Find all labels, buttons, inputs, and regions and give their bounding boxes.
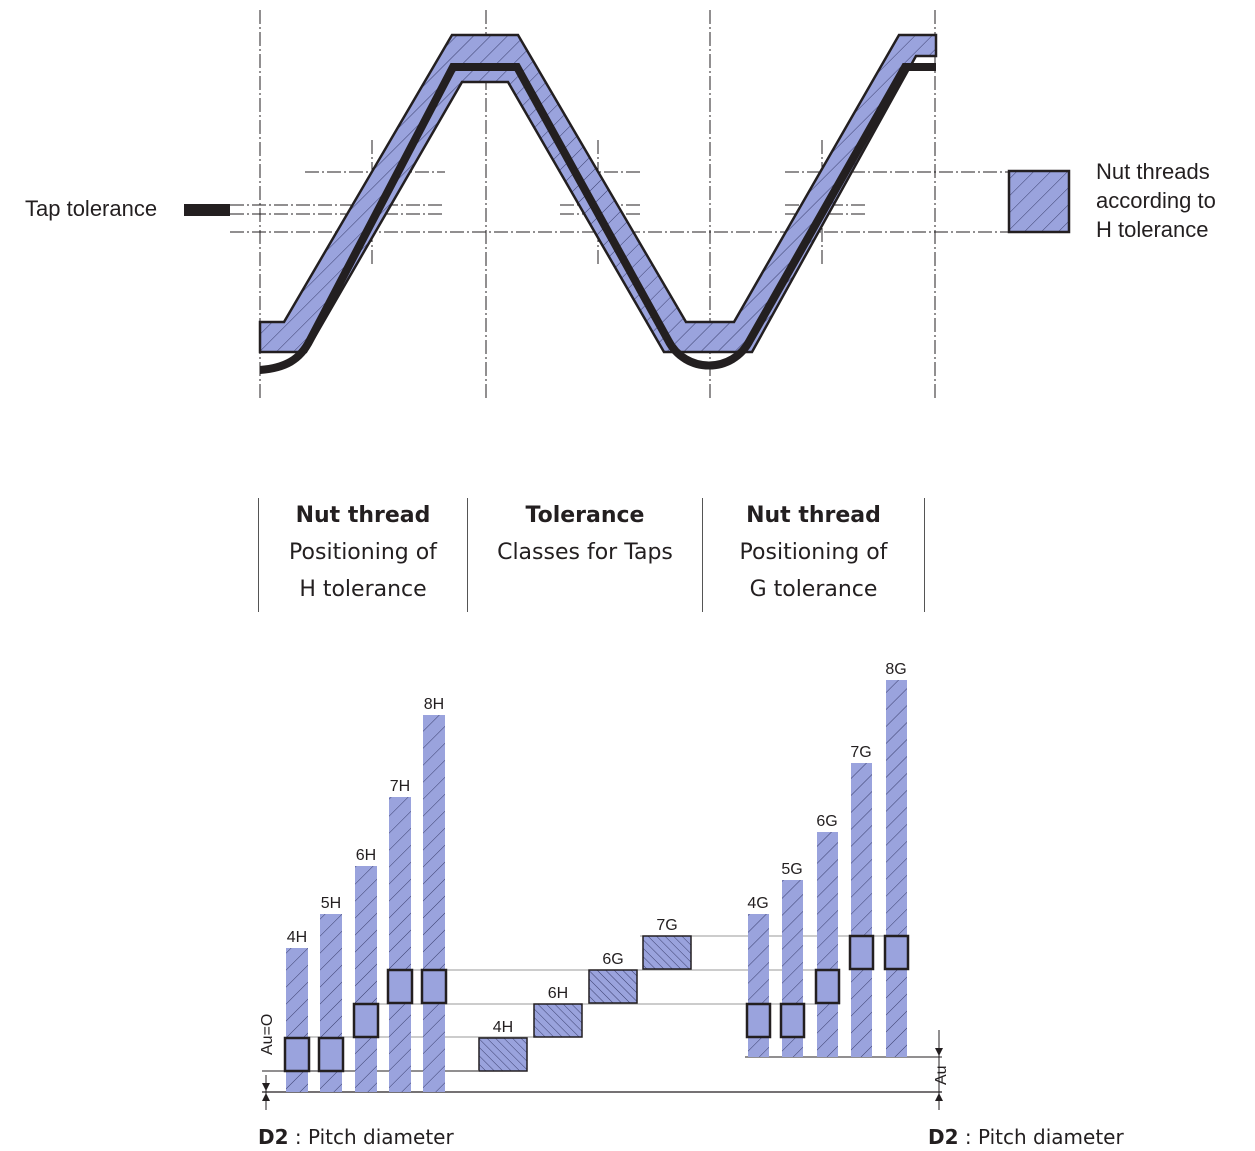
nut-g-class-label: 8G bbox=[885, 661, 906, 678]
tap-class-box bbox=[533, 1003, 583, 1038]
thread-profile bbox=[184, 10, 1071, 400]
footer-right-text: : Pitch diameter bbox=[958, 1125, 1124, 1149]
tap-profile-line bbox=[259, 63, 936, 374]
tap-position-marker bbox=[352, 1002, 380, 1039]
tap-position-marker bbox=[745, 1002, 772, 1039]
nut-g-bar bbox=[817, 832, 838, 1057]
footer-right: D2 : Pitch diameter bbox=[928, 1125, 1124, 1149]
tap-position-marker bbox=[814, 968, 841, 1005]
column-header-tap: Tolerance Classes for Taps bbox=[468, 497, 702, 571]
footer-left-text: : Pitch diameter bbox=[288, 1125, 454, 1149]
nut-h-class-label: 4H bbox=[287, 929, 307, 946]
column-subtitle: Positioning of bbox=[289, 540, 437, 565]
column-title: Nut thread bbox=[746, 503, 881, 528]
nut-g-class-label: 7G bbox=[850, 744, 871, 761]
footer-left: D2 : Pitch diameter bbox=[258, 1125, 454, 1149]
column-subtitle: G tolerance bbox=[749, 577, 878, 602]
column-header-nut-g: Nut thread Positioning of G tolerance bbox=[703, 497, 924, 608]
tap-position-marker bbox=[317, 1036, 345, 1073]
column-subtitle: Classes for Taps bbox=[497, 540, 673, 565]
nut-h-bar bbox=[423, 715, 445, 1092]
tap-position-marker bbox=[779, 1002, 806, 1039]
footer-right-bold: D2 bbox=[928, 1125, 959, 1149]
tap-class-box bbox=[588, 969, 638, 1004]
nut-h-class-label: 8H bbox=[424, 696, 444, 713]
au-label: Au bbox=[933, 1065, 950, 1085]
legend-line: Nut threads bbox=[1096, 159, 1210, 184]
au-marker: Au bbox=[933, 1030, 950, 1110]
column-separator bbox=[258, 498, 259, 612]
tap-position-marker bbox=[420, 968, 448, 1005]
au-zero-label: Au=O bbox=[259, 1014, 276, 1055]
column-title: Nut thread bbox=[295, 503, 431, 528]
column-subtitle: Positioning of bbox=[739, 540, 888, 565]
legend-line: according to bbox=[1096, 188, 1216, 213]
tap-class-box bbox=[478, 1037, 528, 1072]
nut-h-class-label: 5H bbox=[321, 895, 341, 912]
nut-h-bar bbox=[355, 866, 377, 1092]
nut-h-bar bbox=[389, 797, 411, 1092]
column-header-nut-h: Nut thread Positioning of H tolerance bbox=[259, 497, 467, 608]
nut-g-bars: 4G 5G 6G 7G 8G bbox=[745, 661, 910, 1057]
au-zero-marker: Au=O bbox=[259, 1014, 276, 1110]
footer-left-bold: D2 bbox=[258, 1125, 289, 1149]
column-separator bbox=[467, 498, 468, 612]
nut-g-class-label: 6G bbox=[816, 813, 837, 830]
tap-tolerance-marker bbox=[184, 204, 230, 216]
tap-class-label: 6H bbox=[548, 985, 568, 1002]
tolerance-class-chart: Au=O Au 4H 5H 6H 7H 8H 4H 6H 6G 7G 4G 5G 6G 7G 8G bbox=[259, 661, 950, 1110]
tap-class-box bbox=[642, 935, 692, 970]
nut-g-class-label: 5G bbox=[781, 861, 802, 878]
column-separator bbox=[924, 498, 925, 612]
legend-text: Nut threads according to H tolerance bbox=[1096, 157, 1216, 244]
nut-h-bars: 4H 5H 6H 7H 8H bbox=[283, 696, 448, 1092]
tap-class-boxes: 4H 6H 6G 7G bbox=[478, 917, 692, 1072]
nut-h-class-label: 7H bbox=[390, 778, 410, 795]
nut-g-bar bbox=[886, 680, 907, 1057]
nut-g-bar bbox=[851, 763, 872, 1057]
column-subtitle: H tolerance bbox=[299, 577, 427, 602]
tap-class-label: 4H bbox=[493, 1019, 513, 1036]
tap-position-marker bbox=[848, 934, 875, 971]
tap-class-label: 7G bbox=[656, 917, 677, 934]
tap-tolerance-label: Tap tolerance bbox=[25, 196, 158, 221]
legend-line: H tolerance bbox=[1096, 217, 1209, 242]
tap-class-label: 6G bbox=[602, 951, 623, 968]
column-separator bbox=[702, 498, 703, 612]
tap-position-marker bbox=[283, 1036, 311, 1073]
legend-swatch bbox=[1007, 169, 1071, 234]
nut-h-class-label: 6H bbox=[356, 847, 376, 864]
tap-position-marker bbox=[883, 934, 910, 971]
column-title: Tolerance bbox=[525, 503, 645, 528]
tap-position-marker bbox=[386, 968, 414, 1005]
nut-g-class-label: 4G bbox=[747, 895, 768, 912]
